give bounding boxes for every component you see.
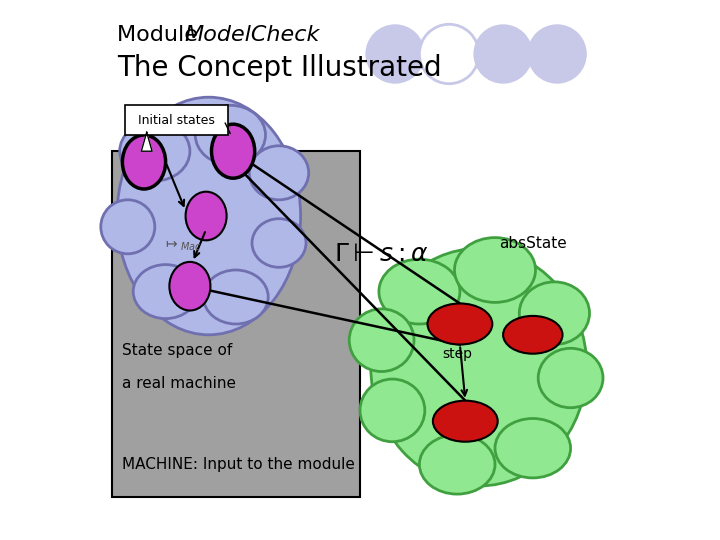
Text: $\Gamma \vdash s : \alpha$: $\Gamma \vdash s : \alpha$ bbox=[334, 242, 429, 266]
Circle shape bbox=[365, 24, 425, 84]
Circle shape bbox=[527, 24, 587, 84]
Ellipse shape bbox=[349, 309, 414, 372]
Ellipse shape bbox=[495, 418, 570, 478]
Text: a real machine: a real machine bbox=[122, 376, 236, 391]
FancyBboxPatch shape bbox=[125, 105, 228, 135]
Ellipse shape bbox=[379, 259, 460, 324]
Ellipse shape bbox=[117, 97, 301, 335]
Ellipse shape bbox=[122, 135, 166, 189]
Text: MACHINE: Input to the module: MACHINE: Input to the module bbox=[122, 457, 355, 472]
Ellipse shape bbox=[428, 303, 492, 345]
FancyBboxPatch shape bbox=[112, 151, 360, 497]
Ellipse shape bbox=[249, 146, 309, 200]
Text: State space of: State space of bbox=[122, 343, 233, 359]
Text: ModelCheck: ModelCheck bbox=[184, 25, 320, 45]
Text: $\mapsto_{Mac}$: $\mapsto_{Mac}$ bbox=[163, 239, 202, 253]
Ellipse shape bbox=[195, 105, 266, 165]
Text: step: step bbox=[442, 347, 472, 361]
Ellipse shape bbox=[101, 200, 155, 254]
Ellipse shape bbox=[519, 282, 590, 345]
Text: Module: Module bbox=[117, 25, 205, 45]
Ellipse shape bbox=[433, 401, 498, 442]
Ellipse shape bbox=[204, 270, 268, 324]
Circle shape bbox=[419, 24, 479, 84]
Ellipse shape bbox=[360, 379, 425, 442]
Ellipse shape bbox=[503, 316, 562, 354]
Ellipse shape bbox=[252, 219, 306, 267]
Circle shape bbox=[474, 24, 533, 84]
Ellipse shape bbox=[371, 248, 587, 486]
Text: absState: absState bbox=[499, 235, 567, 251]
Polygon shape bbox=[141, 132, 152, 151]
Ellipse shape bbox=[120, 122, 190, 181]
Ellipse shape bbox=[539, 348, 603, 408]
Ellipse shape bbox=[133, 265, 198, 319]
Ellipse shape bbox=[186, 192, 227, 240]
Text: The Concept Illustrated: The Concept Illustrated bbox=[117, 53, 441, 82]
Ellipse shape bbox=[212, 124, 255, 178]
Ellipse shape bbox=[419, 435, 495, 494]
Ellipse shape bbox=[169, 262, 210, 310]
Text: Initial states: Initial states bbox=[138, 113, 215, 127]
Ellipse shape bbox=[454, 238, 536, 302]
